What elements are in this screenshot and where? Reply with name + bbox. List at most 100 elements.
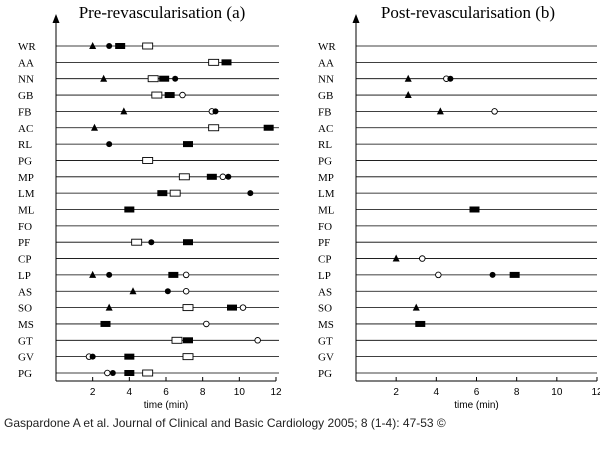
row-label: PG xyxy=(18,155,32,167)
filled-circle-marker xyxy=(447,75,454,82)
filled-rectangle-marker xyxy=(206,173,217,180)
filled-rectangle-marker xyxy=(124,370,135,376)
open-circle-marker xyxy=(435,271,442,279)
row-label: AS xyxy=(18,286,32,298)
x-tick-label: 8 xyxy=(200,387,206,398)
x-tick-label: 4 xyxy=(434,387,440,398)
x-tick-label: 12 xyxy=(591,387,600,398)
triangle-marker xyxy=(89,270,97,278)
row-label: RL xyxy=(18,139,32,151)
row-label: GV xyxy=(318,352,334,364)
open-circle-marker xyxy=(182,288,190,295)
row-label: AA xyxy=(318,57,334,69)
row-label: LP xyxy=(18,270,31,282)
open-circle-marker xyxy=(182,271,190,279)
row-label: SO xyxy=(318,303,332,315)
row-label: GB xyxy=(18,90,33,102)
row-label: FB xyxy=(18,106,31,118)
filled-rectangle-marker xyxy=(509,271,520,278)
filled-circle-marker xyxy=(89,353,96,360)
filled-rectangle-marker xyxy=(183,337,193,344)
triangle-marker xyxy=(404,91,412,99)
filled-rectangle-marker xyxy=(168,271,179,278)
filled-rectangle-marker xyxy=(157,190,168,197)
filled-rectangle-marker xyxy=(159,75,170,82)
open-rectangle-marker xyxy=(142,156,154,164)
open-rectangle-marker xyxy=(182,353,194,361)
post-panel: Post-revascularisation (b) WR AA NN GB FB AC RL… xyxy=(318,3,600,410)
open-rectangle-marker xyxy=(142,369,154,377)
row-label: NN xyxy=(318,74,334,86)
row-label: SO xyxy=(18,303,32,315)
row-label: CP xyxy=(18,254,31,266)
row-label: LP xyxy=(318,270,331,282)
filled-circle-marker xyxy=(106,43,113,49)
x-tick-label: 2 xyxy=(90,387,96,398)
row-label: AC xyxy=(18,123,33,135)
filled-circle-marker xyxy=(212,108,219,115)
filled-rectangle-marker xyxy=(221,59,232,66)
row-label: RL xyxy=(318,139,332,151)
x-tick-label: 8 xyxy=(514,387,520,398)
chart-title: Post-revascularisation (b) xyxy=(381,3,555,22)
open-rectangle-marker xyxy=(208,58,220,66)
triangle-marker xyxy=(91,123,98,131)
x-tick-label: 10 xyxy=(234,387,246,398)
row-label: LM xyxy=(18,188,35,200)
filled-rectangle-marker xyxy=(164,92,175,99)
x-tick-label: 10 xyxy=(551,387,563,398)
filled-rectangle-marker xyxy=(227,304,237,311)
open-rectangle-marker xyxy=(151,91,163,99)
triangle-marker xyxy=(392,254,400,262)
triangle-marker xyxy=(120,107,128,115)
filled-circle-marker xyxy=(225,173,232,180)
row-label: AS xyxy=(318,286,332,298)
open-rectangle-marker xyxy=(178,173,190,181)
open-rectangle-marker xyxy=(171,336,183,344)
row-label: PF xyxy=(18,237,30,249)
row-label: WR xyxy=(18,41,36,53)
pre-panel: Pre-revascularisation (a) WR AA NN GB FB AC RL P… xyxy=(18,3,282,410)
triangle-marker xyxy=(100,74,108,82)
open-circle-marker xyxy=(239,304,247,311)
filled-rectangle-marker xyxy=(415,320,426,327)
row-label: GT xyxy=(18,335,33,347)
row-label: MP xyxy=(18,172,34,184)
open-circle-marker xyxy=(179,91,186,99)
open-rectangle-marker xyxy=(147,75,159,83)
open-rectangle-marker xyxy=(169,189,181,197)
row-label: MP xyxy=(318,172,334,184)
row-label: NN xyxy=(18,74,34,86)
x-tick-label: 6 xyxy=(474,387,480,398)
triangle-marker xyxy=(404,74,412,82)
filled-circle-marker xyxy=(164,288,171,295)
row-label: CP xyxy=(318,254,331,266)
chart-title: Pre-revascularisation (a) xyxy=(79,3,246,22)
row-label: GT xyxy=(318,335,333,347)
filled-rectangle-marker xyxy=(100,320,111,327)
open-circle-marker xyxy=(419,255,426,262)
row-label: LM xyxy=(318,188,335,200)
x-tick-label: 2 xyxy=(393,387,399,398)
filled-rectangle-marker xyxy=(469,206,480,213)
row-label: PG xyxy=(318,155,332,167)
citation: Gaspardone A et al. Journal of Clinical … xyxy=(4,416,446,430)
filled-rectangle-marker xyxy=(183,239,193,246)
triangle-marker xyxy=(105,303,113,311)
triangle-marker xyxy=(436,107,444,115)
filled-rectangle-marker xyxy=(183,141,193,148)
filled-rectangle-marker xyxy=(115,43,126,49)
row-label: MS xyxy=(318,319,334,331)
open-rectangle-marker xyxy=(182,304,194,312)
row-label: AC xyxy=(318,123,333,135)
row-label: AA xyxy=(18,57,34,69)
open-circle-marker xyxy=(254,337,261,344)
row-label: FO xyxy=(18,221,32,233)
row-label: FB xyxy=(318,106,331,118)
open-circle-marker xyxy=(219,173,227,181)
open-circle-marker xyxy=(203,320,210,328)
figure-canvas: Pre-revascularisation (a) WR AA NN GB FB AC RL P… xyxy=(18,3,600,410)
filled-circle-marker xyxy=(106,271,113,278)
filled-circle-marker xyxy=(247,190,254,197)
x-tick-label: 4 xyxy=(127,387,133,398)
